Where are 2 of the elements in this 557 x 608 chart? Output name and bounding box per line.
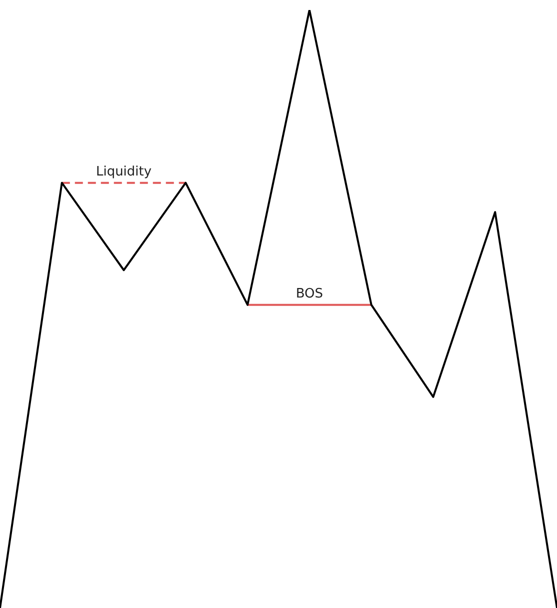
series-label: BOS (296, 286, 324, 302)
series-label: Liquidity (96, 164, 152, 180)
